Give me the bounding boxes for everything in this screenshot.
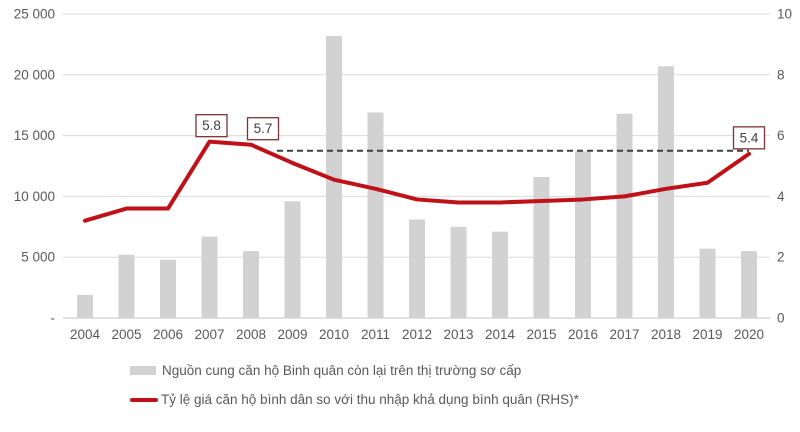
- bar-2019: [699, 248, 716, 318]
- bar-2013: [450, 226, 467, 318]
- bar-2020: [741, 251, 757, 318]
- annotation-box-2020: [732, 126, 766, 150]
- bar-2012: [409, 219, 425, 318]
- x-axis-label-2010: 2010: [319, 327, 349, 342]
- bar-2004: [77, 294, 93, 318]
- x-axis-label-2004: 2004: [70, 327, 101, 342]
- right-axis-tick: 2: [777, 250, 785, 265]
- price-ratio-line: [83, 139, 751, 223]
- x-axis-label-2016: 2016: [568, 327, 598, 342]
- left-axis-tick: 5 000: [21, 250, 55, 265]
- line-series-swatch: [130, 397, 158, 402]
- left-axis-tick: 25 000: [14, 7, 55, 22]
- annotation-label-2008: 5.7: [254, 121, 273, 136]
- bar-2014: [492, 231, 508, 318]
- annotation-label-2020: 5.4: [740, 130, 759, 145]
- x-axis-label-2019: 2019: [692, 327, 722, 342]
- x-axis-label-2013: 2013: [443, 327, 473, 342]
- chart-legend: Nguồn cung căn hộ Binh quân còn lại trên…: [130, 363, 800, 407]
- right-axis-tick: 8: [777, 67, 785, 82]
- x-axis-label-2012: 2012: [402, 327, 432, 342]
- bar-2005: [118, 254, 135, 318]
- x-axis-label-2020: 2020: [734, 327, 764, 342]
- right-axis-tick: 0: [777, 311, 785, 326]
- right-axis-tick: 10: [777, 7, 792, 22]
- bar-2007: [201, 236, 218, 318]
- annotation-box-2008: [246, 117, 280, 141]
- bar-2016: [575, 151, 591, 318]
- line-series-label: Tỷ lệ giá căn hộ bình dân so với thu nhậ…: [161, 392, 579, 407]
- bar-2008: [243, 251, 259, 318]
- right-axis-tick: 4: [777, 189, 785, 204]
- x-axis-label-2006: 2006: [153, 327, 183, 342]
- left-axis-tick: -: [51, 311, 56, 326]
- annotation-label-2007: 5.8: [202, 118, 221, 133]
- x-axis-label-2009: 2009: [277, 327, 307, 342]
- bar-2011: [367, 112, 384, 318]
- x-axis-label-2015: 2015: [526, 327, 556, 342]
- bar-series-label: Nguồn cung căn hộ Binh quân còn lại trên…: [162, 363, 522, 378]
- x-axis-label-2018: 2018: [651, 327, 681, 342]
- bar-series-swatch: [130, 366, 156, 375]
- left-axis-tick: 15 000: [14, 128, 55, 143]
- x-axis-label-2014: 2014: [485, 327, 516, 342]
- bar-2006: [160, 259, 176, 318]
- chart-plot-area: - 0 5 000 2 10 000 4 15 000 6 20 000 8 25 000 10 200…: [14, 7, 792, 343]
- legend-item-price-ratio: Tỷ lệ giá căn hộ bình dân so với thu nhậ…: [130, 392, 800, 407]
- bar-2010: [326, 35, 342, 318]
- bar-2018: [658, 66, 674, 319]
- x-axis-label-2007: 2007: [194, 327, 224, 342]
- bar-2009: [284, 201, 301, 318]
- x-axis-label-2005: 2005: [111, 327, 141, 342]
- x-axis-label-2017: 2017: [609, 327, 639, 342]
- x-axis-label-2008: 2008: [236, 327, 266, 342]
- bar-2017: [616, 113, 633, 318]
- bar-2015: [533, 176, 550, 318]
- left-axis-tick: 20 000: [14, 67, 55, 82]
- right-axis-tick: 6: [777, 128, 785, 143]
- left-axis-tick: 10 000: [14, 189, 55, 204]
- annotation-box-2007: [195, 114, 228, 138]
- legend-item-supply: Nguồn cung căn hộ Binh quân còn lại trên…: [130, 363, 800, 378]
- x-axis-label-2011: 2011: [361, 327, 390, 342]
